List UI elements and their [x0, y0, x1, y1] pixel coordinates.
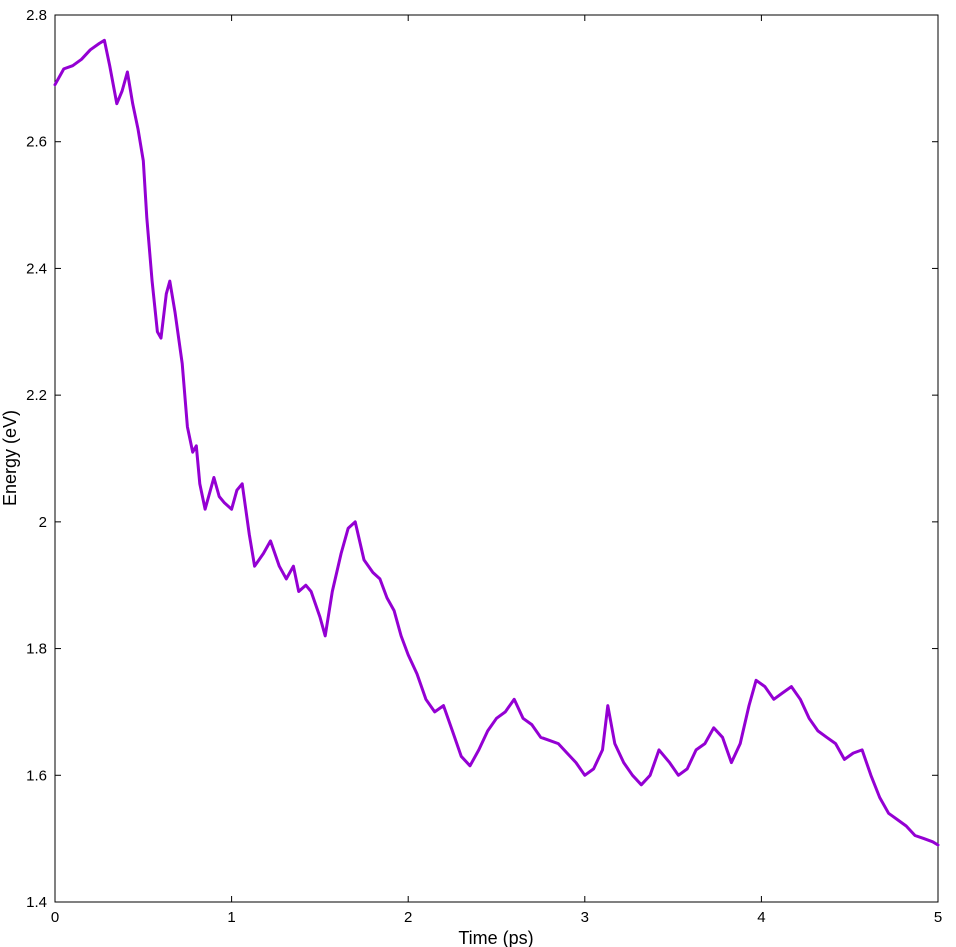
y-tick-label: 1.6 — [26, 767, 47, 784]
x-axis-title: Time (ps) — [458, 928, 533, 947]
y-tick-label: 2.2 — [26, 387, 47, 404]
x-tick-label: 5 — [934, 909, 942, 926]
plot-frame — [54, 14, 939, 903]
x-tick-label: 4 — [757, 909, 765, 926]
x-axis-ticks: 0 1 2 3 4 5 — [51, 15, 942, 926]
y-tick-label: 2.8 — [26, 7, 47, 24]
series-line — [53, 38, 940, 847]
y-tick-label: 2 — [39, 514, 47, 531]
x-tick-label: 0 — [51, 909, 59, 926]
x-tick-label: 3 — [581, 909, 589, 926]
y-axis-ticks: 1.4 1.6 1.8 2 2.2 2.4 2.6 2.8 — [26, 7, 938, 911]
y-tick-label: 2.6 — [26, 134, 47, 151]
series-layer — [53, 38, 940, 847]
y-tick-label: 1.8 — [26, 641, 47, 658]
y-axis-title: Energy (eV) — [0, 410, 20, 506]
x-tick-label: 1 — [227, 909, 235, 926]
x-tick-label: 2 — [404, 909, 412, 926]
y-tick-label: 1.4 — [26, 894, 47, 911]
y-tick-label: 2.4 — [26, 260, 47, 277]
